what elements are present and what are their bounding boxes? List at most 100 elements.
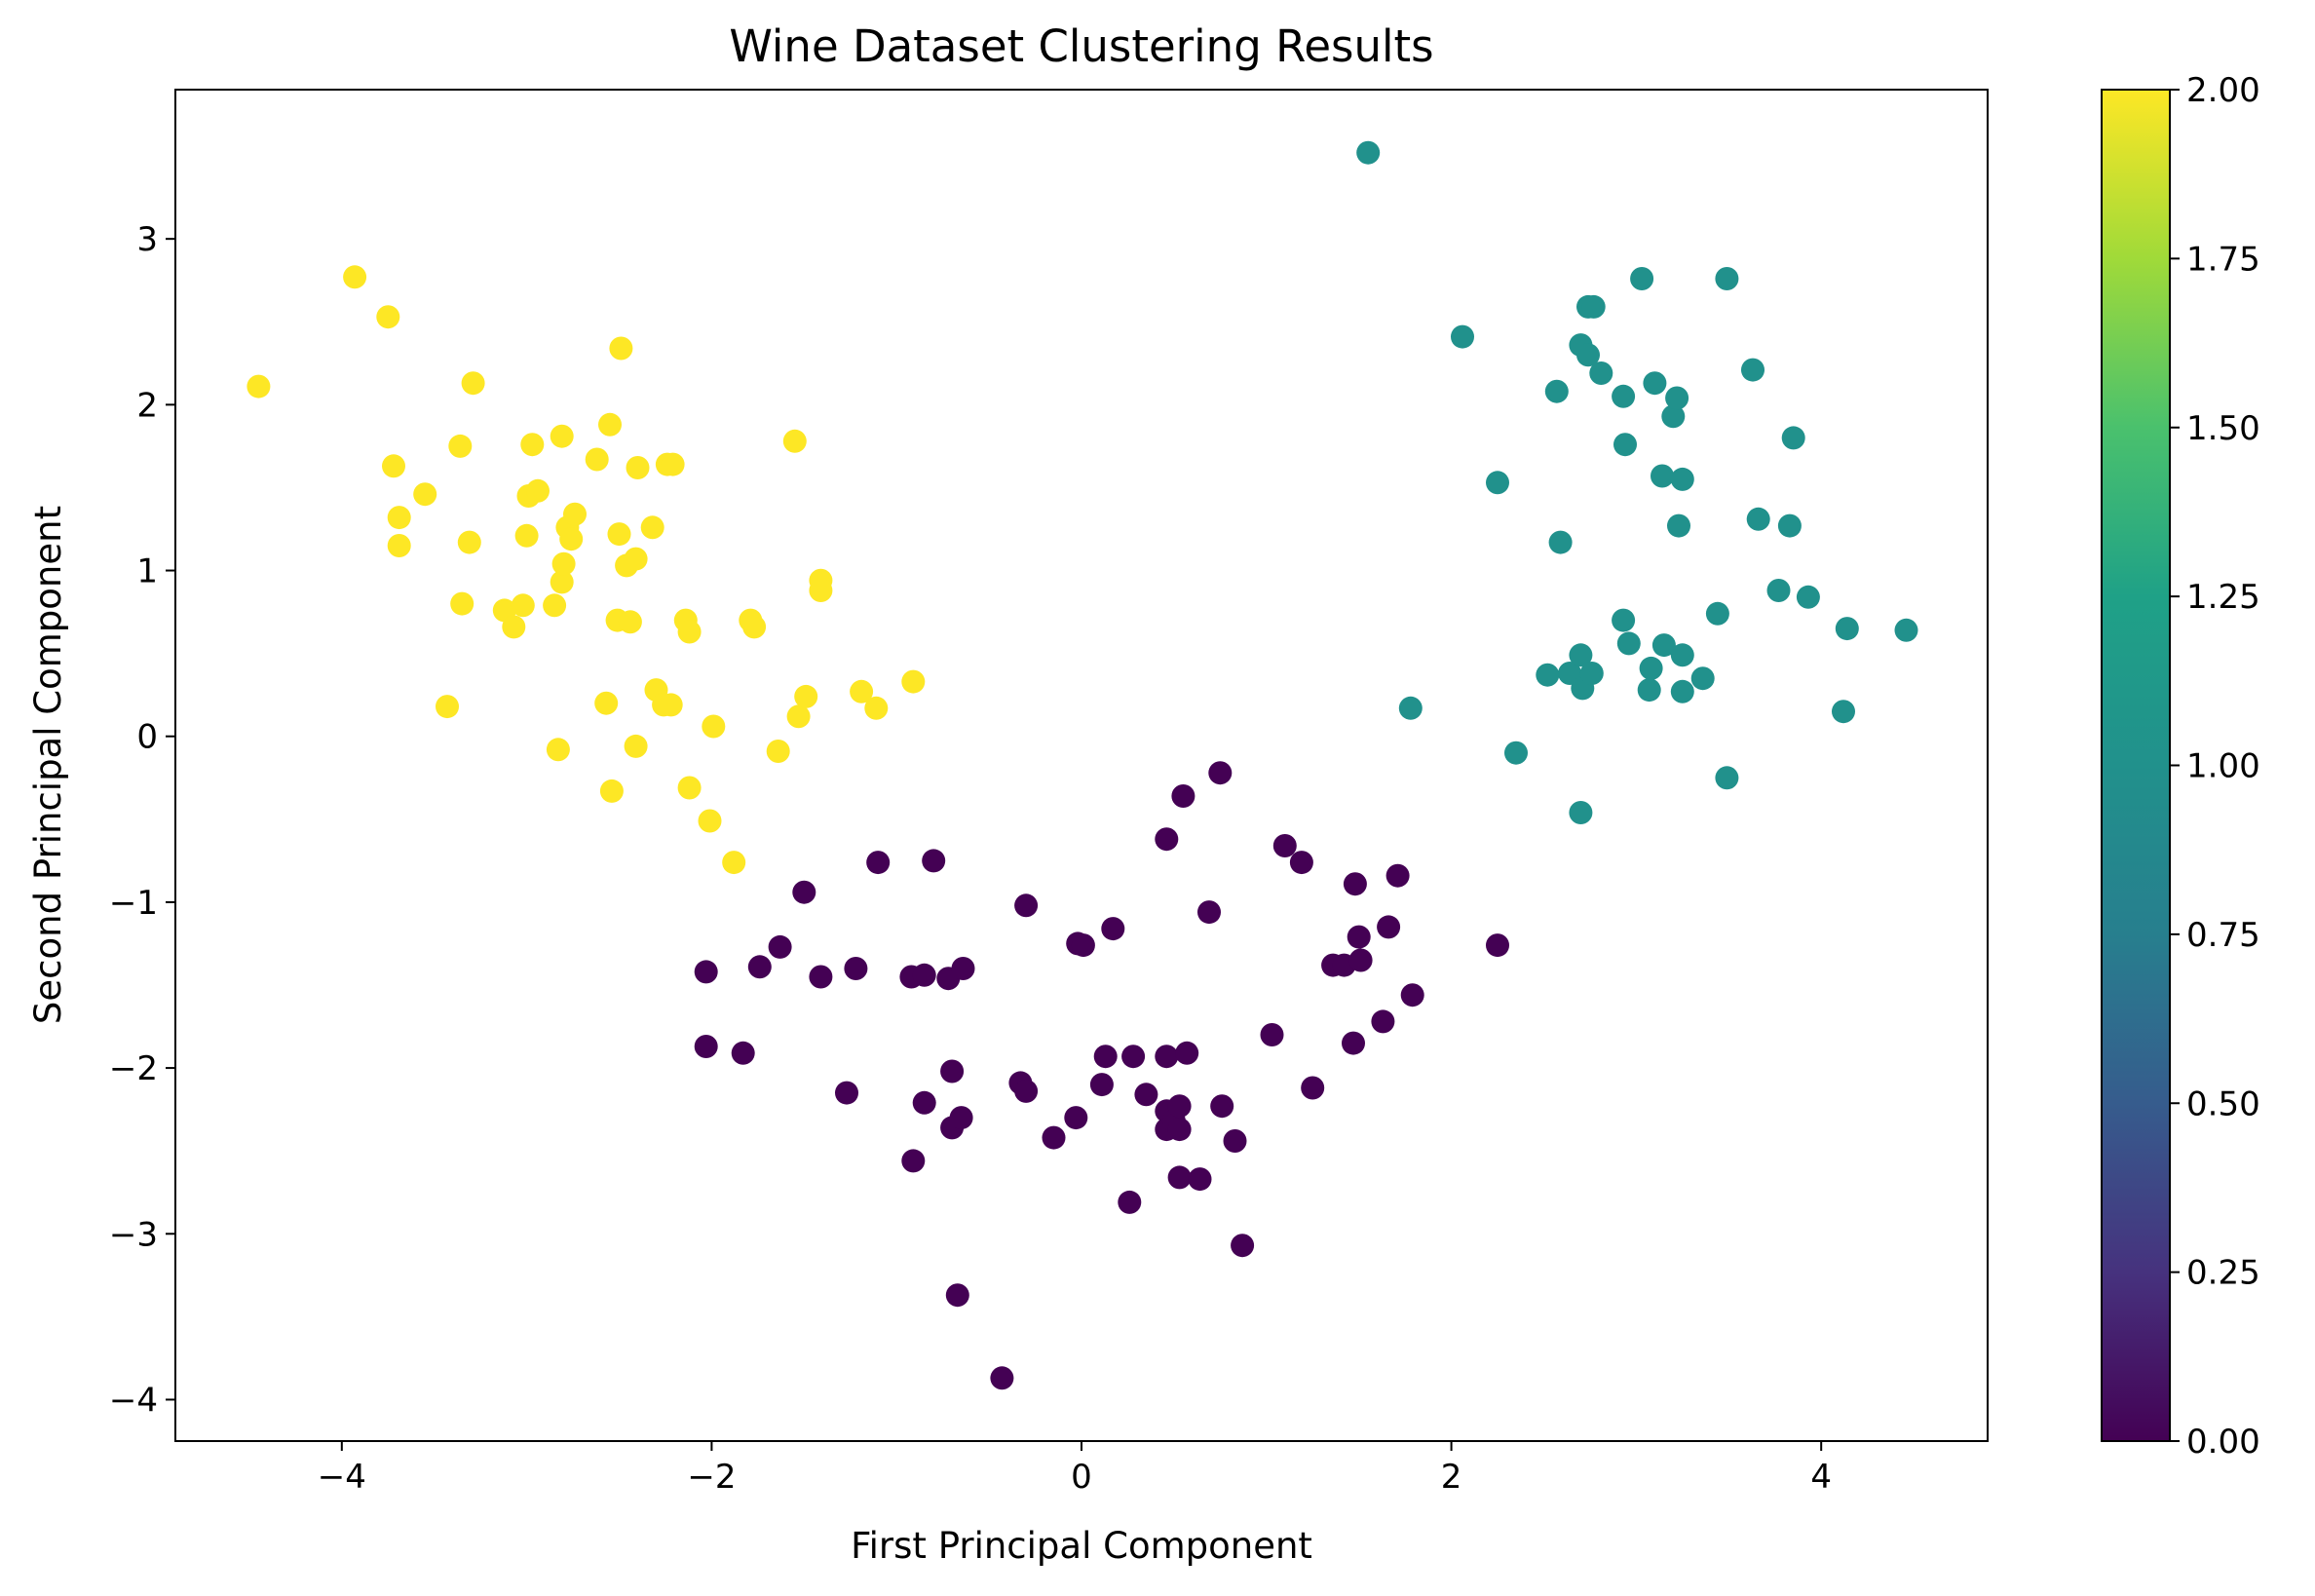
data-point-cluster-2 bbox=[609, 336, 633, 361]
x-tick-label: 0 bbox=[1071, 1458, 1092, 1497]
data-point-cluster-0 bbox=[912, 963, 936, 987]
data-point-cluster-0 bbox=[1071, 933, 1095, 958]
data-point-cluster-0 bbox=[1167, 1118, 1192, 1142]
data-point-cluster-1 bbox=[1665, 386, 1689, 410]
data-point-cluster-2 bbox=[782, 429, 807, 453]
data-point-cluster-2 bbox=[702, 714, 726, 739]
data-point-cluster-0 bbox=[901, 1149, 926, 1173]
data-point-cluster-1 bbox=[1746, 507, 1770, 531]
data-point-cluster-2 bbox=[376, 305, 400, 329]
y-axis-label: Second Principal Component bbox=[27, 506, 69, 1024]
data-point-cluster-2 bbox=[766, 740, 790, 763]
data-point-cluster-0 bbox=[951, 957, 975, 980]
data-point-cluster-0 bbox=[768, 934, 792, 959]
colorbar-tick-label: 0.50 bbox=[2186, 1084, 2260, 1123]
data-point-cluster-2 bbox=[546, 738, 570, 762]
data-point-cluster-2 bbox=[457, 530, 481, 554]
data-point-cluster-0 bbox=[1342, 1031, 1365, 1055]
data-point-cluster-0 bbox=[1208, 761, 1233, 785]
data-point-cluster-0 bbox=[1272, 834, 1297, 857]
y-tick-label: −4 bbox=[109, 1381, 158, 1420]
data-point-cluster-1 bbox=[1705, 601, 1729, 626]
colorbar-tick-label: 1.50 bbox=[2186, 409, 2260, 448]
data-point-cluster-1 bbox=[1356, 140, 1381, 165]
data-point-cluster-0 bbox=[1486, 933, 1509, 958]
x-axis-label: First Principal Component bbox=[851, 1525, 1312, 1567]
data-point-cluster-0 bbox=[1371, 1009, 1395, 1034]
data-point-cluster-1 bbox=[1670, 679, 1694, 703]
data-point-cluster-2 bbox=[461, 371, 485, 396]
data-point-cluster-2 bbox=[502, 615, 526, 639]
data-point-cluster-0 bbox=[731, 1041, 755, 1065]
data-point-cluster-2 bbox=[526, 478, 550, 503]
data-point-cluster-2 bbox=[599, 779, 624, 803]
data-point-cluster-2 bbox=[543, 593, 567, 618]
data-point-cluster-2 bbox=[448, 434, 473, 458]
colorbar-tick-label: 1.75 bbox=[2186, 240, 2260, 279]
data-point-cluster-0 bbox=[945, 1283, 969, 1308]
data-point-cluster-2 bbox=[794, 684, 818, 708]
x-tick-label: 4 bbox=[1810, 1458, 1832, 1497]
data-point-cluster-1 bbox=[1651, 633, 1676, 658]
data-point-cluster-0 bbox=[1197, 900, 1221, 925]
data-point-cluster-2 bbox=[413, 482, 437, 507]
data-point-cluster-2 bbox=[607, 522, 631, 547]
data-point-cluster-0 bbox=[1089, 1073, 1114, 1097]
data-point-cluster-1 bbox=[1643, 371, 1667, 396]
y-tick-label: −1 bbox=[109, 884, 158, 923]
plot-frame bbox=[174, 89, 1989, 1442]
data-point-cluster-2 bbox=[550, 570, 574, 594]
data-point-cluster-0 bbox=[1385, 863, 1410, 888]
data-point-cluster-1 bbox=[1781, 426, 1805, 450]
data-point-cluster-0 bbox=[1064, 1106, 1088, 1130]
data-point-cluster-0 bbox=[940, 1059, 965, 1083]
data-point-cluster-0 bbox=[1167, 1165, 1192, 1190]
y-axis-ticks: −4 −3 −2 −1 0 1 2 3 bbox=[109, 220, 175, 1420]
x-tick-label: −2 bbox=[687, 1458, 736, 1497]
data-point-cluster-1 bbox=[1548, 530, 1573, 554]
data-point-cluster-0 bbox=[1210, 1094, 1234, 1119]
data-point-cluster-0 bbox=[1167, 1094, 1192, 1119]
data-point-cluster-0 bbox=[1121, 1045, 1146, 1069]
data-point-cluster-1 bbox=[1612, 384, 1636, 408]
data-point-cluster-1 bbox=[1715, 267, 1739, 290]
data-point-cluster-1 bbox=[1894, 618, 1918, 642]
data-point-cluster-0 bbox=[809, 965, 833, 989]
data-point-cluster-0 bbox=[1188, 1167, 1212, 1192]
colorbar bbox=[2101, 89, 2171, 1442]
data-point-cluster-0 bbox=[922, 849, 946, 873]
data-point-cluster-0 bbox=[1118, 1190, 1142, 1214]
data-point-cluster-2 bbox=[864, 696, 889, 720]
data-point-cluster-2 bbox=[450, 591, 474, 616]
y-tick-label: −2 bbox=[109, 1049, 158, 1088]
data-point-cluster-0 bbox=[1175, 1041, 1199, 1065]
data-point-cluster-0 bbox=[912, 1090, 936, 1115]
data-point-cluster-0 bbox=[1093, 1045, 1118, 1069]
data-point-cluster-0 bbox=[694, 1035, 718, 1058]
data-point-cluster-1 bbox=[1589, 361, 1613, 385]
data-point-cluster-0 bbox=[1260, 1023, 1284, 1046]
data-point-cluster-0 bbox=[1348, 948, 1373, 972]
data-point-cluster-2 bbox=[677, 620, 702, 644]
data-point-cluster-0 bbox=[1377, 915, 1401, 939]
data-point-cluster-0 bbox=[990, 1366, 1014, 1390]
y-tick-label: −3 bbox=[109, 1215, 158, 1254]
data-point-cluster-0 bbox=[792, 880, 816, 904]
y-tick-label: 2 bbox=[136, 386, 158, 425]
data-point-cluster-0 bbox=[1289, 851, 1313, 875]
data-point-cluster-2 bbox=[640, 515, 664, 540]
data-point-cluster-2 bbox=[520, 433, 545, 457]
data-point-cluster-2 bbox=[901, 669, 926, 694]
data-point-cluster-1 bbox=[1639, 656, 1663, 680]
colorbar-tick-label: 0.00 bbox=[2186, 1423, 2260, 1462]
data-point-cluster-2 bbox=[786, 704, 811, 729]
data-point-cluster-1 bbox=[1835, 617, 1859, 641]
data-point-cluster-0 bbox=[747, 955, 772, 979]
y-tick-label: 1 bbox=[136, 552, 158, 591]
data-point-cluster-1 bbox=[1616, 631, 1641, 656]
data-point-cluster-2 bbox=[624, 734, 648, 758]
data-point-cluster-2 bbox=[594, 691, 619, 715]
data-point-cluster-1 bbox=[1569, 801, 1593, 824]
data-point-cluster-2 bbox=[511, 593, 535, 618]
